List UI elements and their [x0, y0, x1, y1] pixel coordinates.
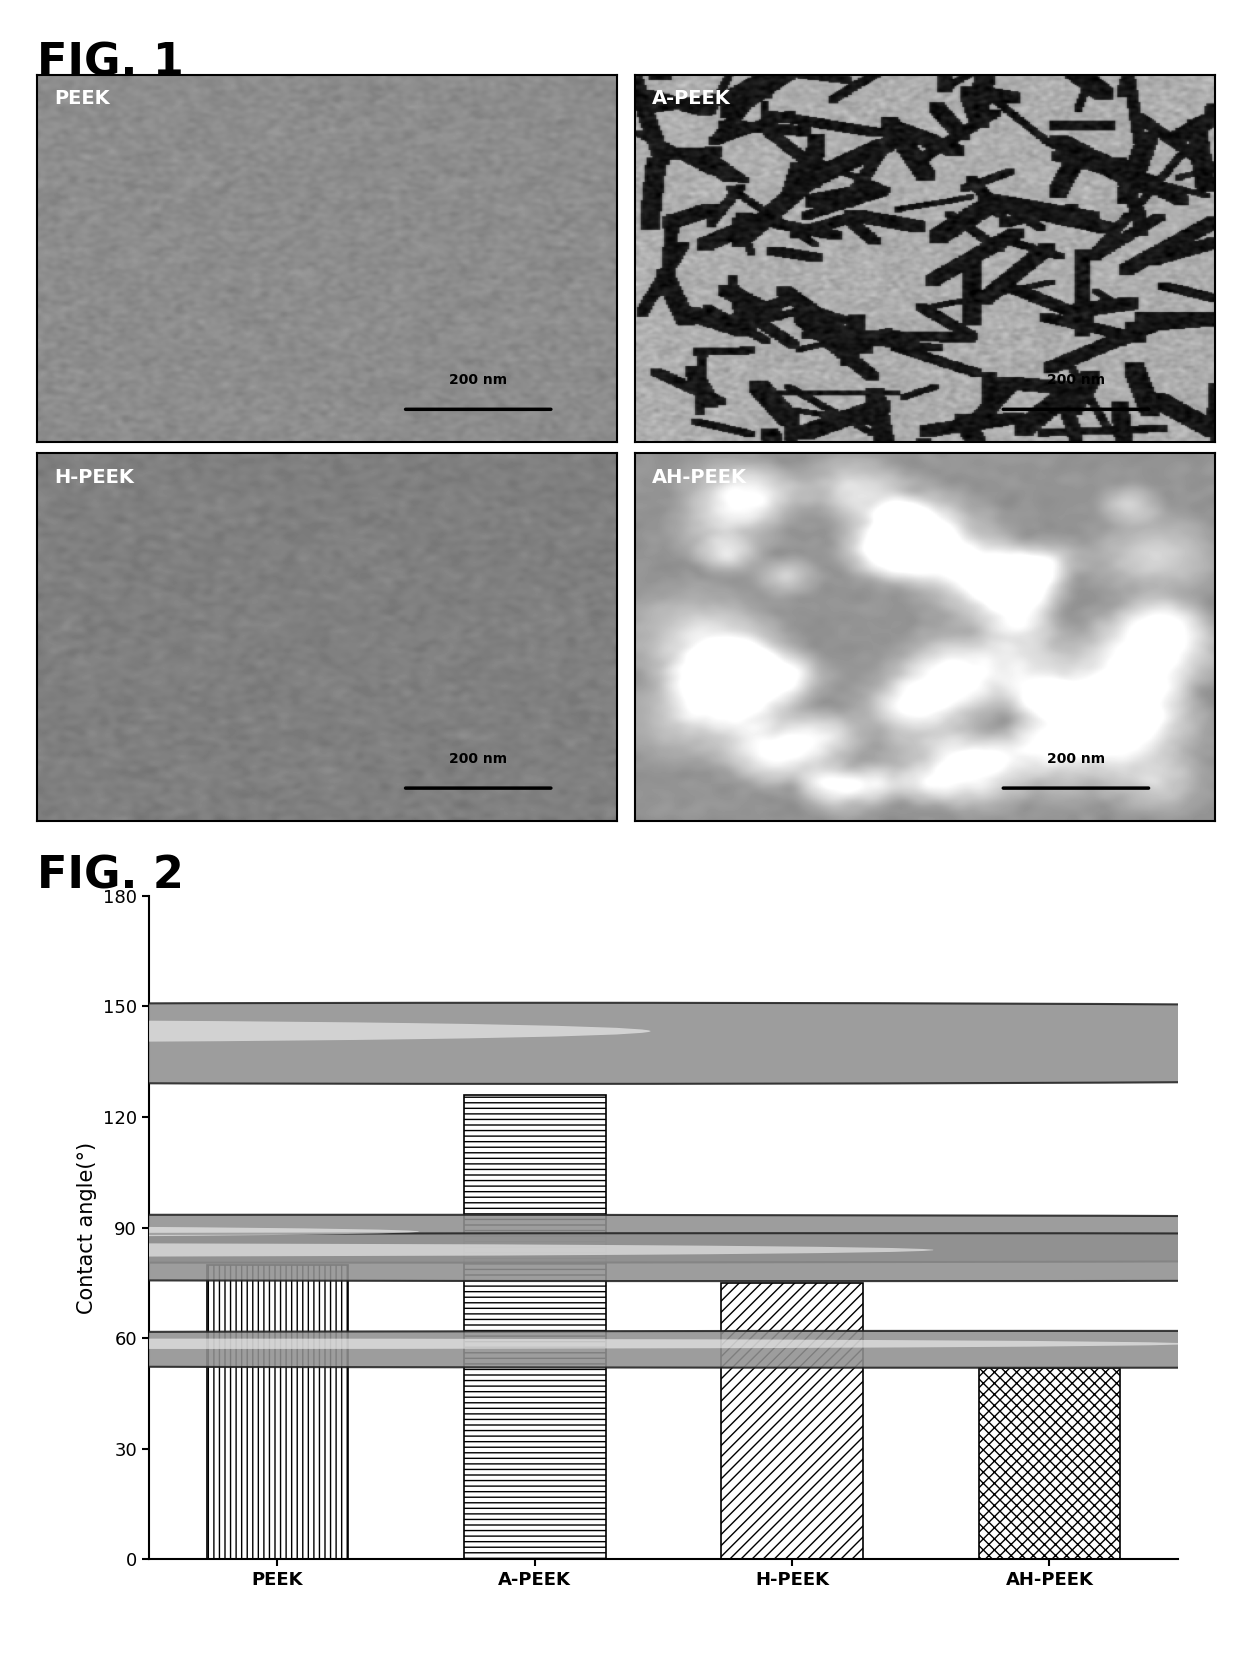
Ellipse shape	[0, 1339, 1190, 1349]
Text: FIG. 1: FIG. 1	[37, 41, 184, 85]
Ellipse shape	[0, 1214, 1240, 1262]
Ellipse shape	[0, 1020, 651, 1042]
Text: 200 nm: 200 nm	[449, 752, 507, 766]
Text: 200 nm: 200 nm	[1047, 752, 1105, 766]
Bar	[722, 1282, 863, 1559]
Ellipse shape	[0, 1233, 1240, 1281]
Bar	[207, 1264, 348, 1559]
Text: H-PEEK: H-PEEK	[55, 468, 134, 488]
Bar	[464, 1095, 605, 1559]
Text: 200 nm: 200 nm	[449, 373, 507, 387]
Text: A-PEEK: A-PEEK	[652, 90, 732, 108]
Ellipse shape	[0, 1331, 1240, 1367]
Text: AH-PEEK: AH-PEEK	[652, 468, 748, 488]
Text: 200 nm: 200 nm	[1047, 373, 1105, 387]
Ellipse shape	[0, 1224, 419, 1238]
Text: PEEK: PEEK	[55, 90, 110, 108]
Text: FIG. 2: FIG. 2	[37, 854, 184, 898]
Ellipse shape	[0, 1243, 934, 1256]
Ellipse shape	[0, 1002, 1240, 1083]
Y-axis label: Contact angle(°): Contact angle(°)	[77, 1141, 97, 1314]
Bar	[978, 1367, 1120, 1559]
